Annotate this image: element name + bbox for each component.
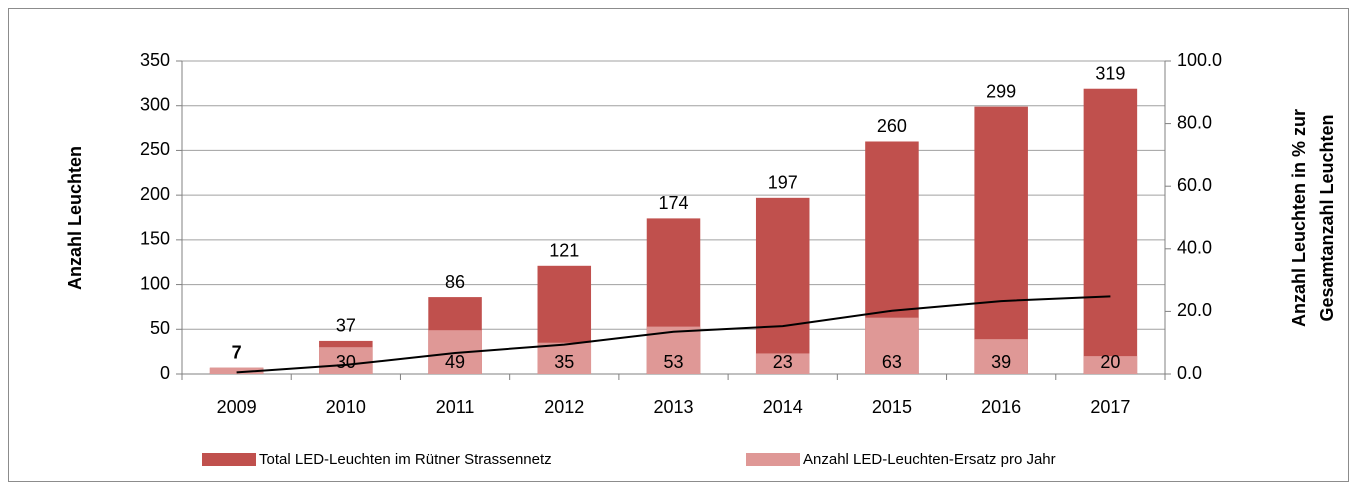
y-tick-label: 200 [140, 184, 170, 204]
data-label: 299 [986, 81, 1016, 101]
data-label: 63 [882, 352, 902, 372]
y2-tick-label: 80.0 [1177, 112, 1212, 132]
data-label: 30 [336, 352, 356, 372]
x-tick-label: 2012 [544, 397, 584, 417]
legend-swatch [202, 453, 256, 466]
x-tick-label: 2016 [981, 397, 1021, 417]
y2-tick-label: 0.0 [1177, 363, 1202, 383]
bar [1083, 88, 1138, 375]
bar [865, 317, 919, 374]
data-label: 20 [1100, 352, 1120, 372]
legend-label: Anzahl LED-Leuchten-Ersatz pro Jahr [803, 451, 1056, 468]
bar [537, 342, 592, 374]
data-label: 7 [232, 342, 242, 362]
x-tick-label: 2009 [217, 397, 257, 417]
data-label: 86 [445, 272, 465, 292]
y-tick-label: 300 [140, 94, 170, 114]
y-tick-label: 250 [140, 139, 170, 159]
data-label: 49 [445, 352, 465, 372]
bar [974, 106, 1028, 374]
y-tick-label: 50 [150, 318, 170, 338]
x-tick-label: 2017 [1090, 397, 1130, 417]
bar [974, 339, 1028, 374]
data-label: 23 [773, 352, 793, 372]
y2-axis-title: Gesamtanzahl Leuchten [1317, 114, 1337, 321]
data-label: 35 [554, 352, 574, 372]
y2-tick-label: 20.0 [1177, 300, 1212, 320]
y-tick-label: 350 [140, 50, 170, 70]
y2-tick-label: 60.0 [1177, 175, 1212, 195]
data-label: 174 [658, 193, 688, 213]
data-label: 319 [1095, 63, 1125, 83]
data-label: 39 [991, 352, 1011, 372]
bar [755, 197, 810, 374]
y-tick-label: 100 [140, 273, 170, 293]
y-tick-label: 0 [160, 363, 170, 383]
y-tick-label: 150 [140, 229, 170, 249]
x-tick-label: 2011 [436, 397, 475, 417]
x-tick-label: 2015 [872, 397, 912, 417]
bar [319, 347, 373, 374]
y2-axis-title: Anzahl Leuchten in % zur [1289, 109, 1309, 327]
bar [1083, 356, 1138, 374]
data-label: 37 [336, 316, 356, 336]
x-tick-label: 2013 [653, 397, 693, 417]
y2-tick-label: 100.0 [1177, 50, 1222, 70]
bar [755, 353, 810, 374]
bar [209, 367, 264, 374]
data-label: 197 [768, 173, 798, 193]
x-tick-label: 2014 [763, 397, 803, 417]
x-tick-label: 2010 [326, 397, 366, 417]
data-label: 121 [549, 241, 579, 261]
y2-tick-label: 40.0 [1177, 238, 1212, 258]
data-label: 260 [877, 116, 907, 136]
legend-label: Total LED-Leuchten im Rütner Strassennet… [259, 451, 552, 468]
legend-swatch [746, 453, 800, 466]
y-axis-title: Anzahl Leuchten [65, 146, 85, 290]
data-label: 53 [663, 352, 683, 372]
line [236, 295, 1111, 374]
